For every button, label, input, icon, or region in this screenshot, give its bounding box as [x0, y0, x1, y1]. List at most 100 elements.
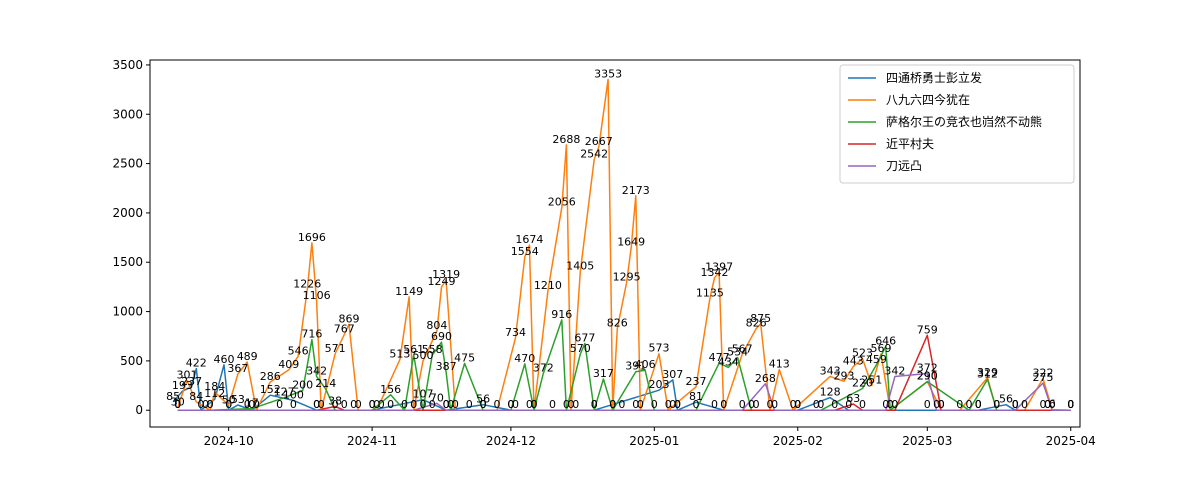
- data-label: 0: [507, 398, 514, 411]
- data-label: 293: [834, 369, 855, 382]
- data-label: 0: [197, 398, 204, 411]
- data-label: 0: [794, 398, 801, 411]
- data-label: 0: [494, 398, 501, 411]
- data-label: 0: [794, 398, 801, 411]
- data-label: 0: [480, 398, 487, 411]
- data-label: 0: [933, 398, 940, 411]
- data-label: 0: [207, 398, 214, 411]
- data-label: 0: [341, 398, 348, 411]
- data-label: 0: [526, 398, 533, 411]
- y-tick-label: 2000: [112, 206, 143, 220]
- data-label: 826: [607, 317, 628, 330]
- data-label: 0: [859, 398, 866, 411]
- plot-frame: [149, 59, 1081, 428]
- data-label: 0: [1012, 398, 1019, 411]
- data-label: 0: [466, 398, 473, 411]
- data-label: 237: [686, 375, 707, 388]
- data-label: 290: [917, 370, 938, 383]
- data-label: 0: [1044, 398, 1051, 411]
- x-tick-label: 2024-12: [486, 434, 536, 448]
- data-label: 875: [750, 312, 771, 325]
- data-label: 534: [727, 346, 748, 359]
- data-label: 307: [662, 368, 683, 381]
- x-tick-label: 2025-04: [1046, 434, 1096, 448]
- data-label: 0: [174, 398, 181, 411]
- data-label: 0: [1012, 398, 1019, 411]
- x-tick-label: 2025-02: [773, 434, 823, 448]
- data-label: 0: [975, 398, 982, 411]
- data-label: 677: [574, 331, 595, 344]
- data-label: 0: [507, 398, 514, 411]
- data-label: 342: [306, 365, 327, 378]
- data-label: 0: [993, 398, 1000, 411]
- data-label: 268: [755, 372, 776, 385]
- data-label: 460: [214, 353, 235, 366]
- data-label: 443: [843, 355, 864, 368]
- data-label: 1319: [432, 268, 460, 281]
- data-label: 646: [875, 335, 896, 348]
- data-label: 0: [373, 398, 380, 411]
- data-label: 0: [313, 398, 320, 411]
- data-label: 1554: [511, 245, 539, 258]
- data-label: 0: [401, 398, 408, 411]
- data-label: 406: [635, 358, 656, 371]
- data-label: 0: [1067, 398, 1074, 411]
- data-label: 1674: [515, 233, 543, 246]
- data-label: 0: [938, 398, 945, 411]
- data-label: 869: [339, 313, 360, 326]
- data-label: 459: [866, 353, 887, 366]
- data-label: 0: [845, 398, 852, 411]
- data-label: 0: [591, 398, 598, 411]
- data-label: 2667: [585, 135, 613, 148]
- data-label: 916: [551, 308, 572, 321]
- data-label: 567: [732, 342, 753, 355]
- data-label: 0: [1012, 398, 1019, 411]
- data-label: 372: [917, 362, 938, 375]
- data-label: 422: [186, 357, 207, 370]
- data-label: 0: [993, 398, 1000, 411]
- data-label: 17: [245, 397, 259, 410]
- data-label: 0: [531, 398, 538, 411]
- data-label: 367: [227, 362, 248, 375]
- data-label: 0: [966, 398, 973, 411]
- data-label: 0: [355, 398, 362, 411]
- data-label: 2056: [548, 195, 576, 208]
- data-label: 0: [887, 398, 894, 411]
- data-label: 0: [591, 398, 598, 411]
- data-label: 0: [813, 398, 820, 411]
- data-label: 1226: [293, 277, 321, 290]
- data-label: 0: [290, 398, 297, 411]
- data-label: 275: [1033, 371, 1054, 384]
- data-label: 2688: [552, 133, 580, 146]
- data-label: 342: [884, 365, 905, 378]
- data-label: 0: [207, 398, 214, 411]
- data-label: 571: [325, 342, 346, 355]
- data-label: 0: [674, 398, 681, 411]
- data-label: 70: [430, 391, 444, 404]
- data-label: 826: [746, 317, 767, 330]
- data-label: 0: [420, 398, 427, 411]
- data-label: 0: [443, 398, 450, 411]
- data-label: 0: [669, 398, 676, 411]
- data-label: 100: [283, 388, 304, 401]
- data-label: 767: [334, 323, 355, 336]
- data-label: 50: [222, 393, 236, 406]
- data-label: 0: [674, 398, 681, 411]
- data-label: 30: [171, 395, 185, 408]
- series-layer: [172, 78, 1071, 411]
- data-label: 0: [202, 398, 209, 411]
- data-label: 0: [429, 398, 436, 411]
- legend-box: [839, 64, 1075, 184]
- data-label: 1405: [566, 260, 594, 273]
- data-label: 112: [204, 387, 225, 400]
- data-label: 0: [1067, 398, 1074, 411]
- data-label: 470: [514, 352, 535, 365]
- data-label: 1295: [613, 271, 641, 284]
- data-label: 0: [225, 398, 232, 411]
- data-label: 0: [591, 398, 598, 411]
- data-label: 0: [253, 398, 260, 411]
- data-label: 0: [443, 398, 450, 411]
- y-tick-label: 1500: [112, 255, 143, 269]
- data-label: 0: [244, 398, 251, 411]
